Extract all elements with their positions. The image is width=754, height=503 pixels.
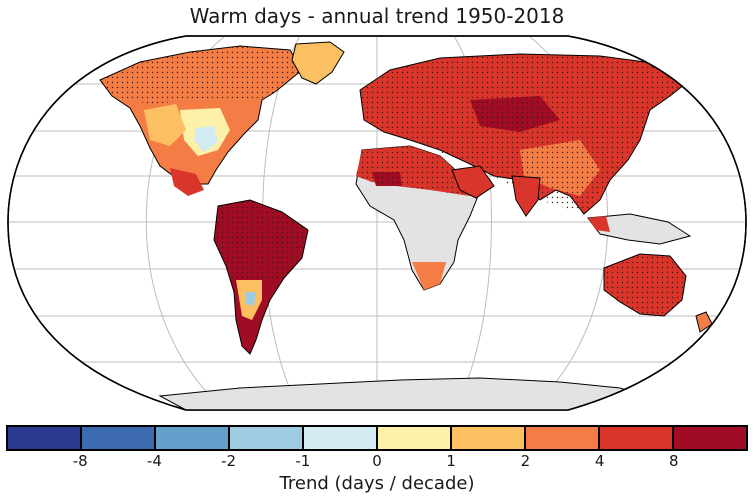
colorbar-tick-label: -1 — [295, 452, 311, 470]
colorbar-tick-label: -8 — [72, 452, 88, 470]
colorbar-tick-label: -2 — [221, 452, 237, 470]
colorbar-swatch — [600, 427, 674, 449]
colorbar-tick-label: 0 — [372, 452, 382, 470]
colorbar-tick-label: 2 — [520, 452, 531, 470]
colorbar-ticks: -8 -4 -2 -1 0 1 2 4 8 — [6, 452, 748, 472]
colorbar-swatch — [674, 427, 746, 449]
colorbar-tick-label: -4 — [146, 452, 162, 470]
colorbar-tick-label: 4 — [594, 452, 605, 470]
world-map — [7, 35, 747, 411]
greenland — [291, 41, 345, 85]
southeast-asia — [587, 213, 692, 245]
colorbar-swatch — [304, 427, 378, 449]
colorbar-swatch — [82, 427, 156, 449]
india — [511, 175, 541, 217]
map-title: Warm days - annual trend 1950-2018 — [189, 4, 565, 28]
world-map-svg — [7, 35, 747, 411]
colorbar — [6, 425, 748, 451]
colorbar-swatch — [378, 427, 452, 449]
colorbar-label: Trend (days / decade) — [279, 473, 475, 494]
arabia — [451, 165, 495, 199]
colorbar-tick-label: 8 — [669, 452, 679, 470]
colorbar-swatch — [526, 427, 600, 449]
colorbar-tick-label: 1 — [446, 452, 456, 470]
colorbar-swatch — [230, 427, 304, 449]
colorbar-swatch — [156, 427, 230, 449]
colorbar-swatch — [8, 427, 82, 449]
colorbar-swatch — [452, 427, 526, 449]
antarctica — [158, 377, 661, 410]
